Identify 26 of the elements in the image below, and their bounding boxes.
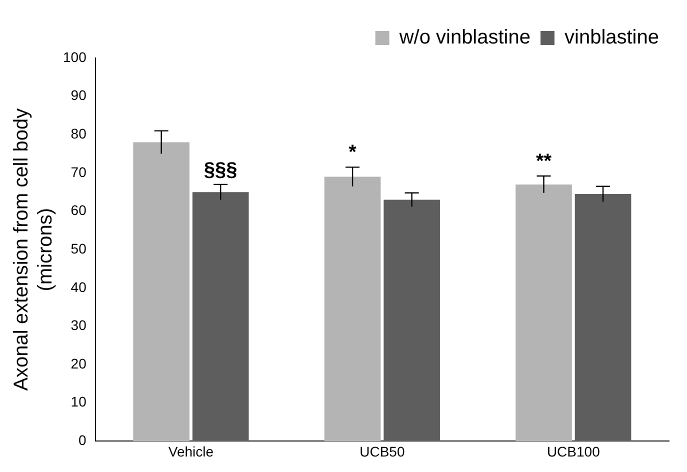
legend-label: w/o vinblastine: [398, 26, 531, 49]
y-tick-label: 100: [63, 48, 87, 65]
legend-label: vinblastine: [564, 26, 660, 49]
y-tick-label: 10: [70, 394, 87, 410]
bar: [574, 194, 632, 442]
y-tick-label: 0: [78, 432, 87, 448]
annotation: §§§: [204, 158, 238, 181]
y-axis-title: Axonal extension from cell body (microns): [10, 108, 57, 391]
y-tick-label: 60: [70, 202, 87, 218]
y-tick-label: 50: [70, 240, 87, 256]
y-tick-label: 30: [70, 317, 87, 334]
bar: [384, 200, 440, 442]
x-tick-label: UCB100: [546, 443, 600, 460]
bar: [324, 176, 381, 442]
bar: [516, 184, 572, 442]
x-tick-label: Vehicle: [168, 443, 214, 460]
x-tick-label: UCB50: [360, 443, 405, 460]
y-tick-label: 40: [70, 278, 87, 295]
bar: [192, 192, 249, 442]
annotation: *: [348, 142, 357, 164]
y-tick-label: 20: [70, 355, 87, 372]
bar: [133, 142, 190, 442]
y-tick-label: 80: [70, 126, 87, 142]
y-tick-label: 90: [70, 87, 87, 104]
annotation: **: [536, 150, 552, 173]
y-tick-label: 70: [70, 164, 87, 180]
